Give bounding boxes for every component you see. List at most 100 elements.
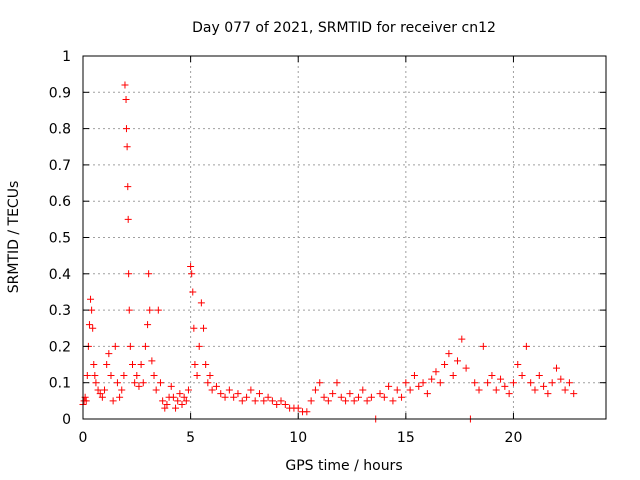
- y-tick-labels: 0 0.1 0.2 0.3 0.4 0.5 0.6 0.7 0.8 0.9 1: [49, 49, 71, 428]
- data-point: [294, 404, 302, 412]
- data-point: [206, 371, 214, 379]
- data-point: [89, 324, 97, 332]
- data-point: [113, 379, 121, 387]
- data-point: [367, 393, 375, 401]
- data-point: [247, 386, 255, 394]
- data-point: [324, 397, 332, 405]
- data-point: [316, 379, 324, 387]
- data-point: [410, 371, 418, 379]
- data-point: [359, 386, 367, 394]
- data-point: [96, 390, 104, 398]
- data-point: [428, 375, 436, 383]
- data-point: [148, 357, 156, 365]
- data-point: [273, 400, 281, 408]
- data-point: [180, 393, 188, 401]
- data-point: [135, 382, 143, 390]
- data-point: [88, 306, 96, 314]
- data-point: [264, 393, 272, 401]
- data-point: [565, 379, 573, 387]
- data-point: [208, 386, 216, 394]
- data-point: [385, 382, 393, 390]
- data-point: [189, 288, 197, 296]
- data-point: [462, 364, 470, 372]
- data-point: [441, 361, 449, 369]
- data-point: [116, 393, 124, 401]
- data-point: [91, 371, 99, 379]
- x-tick-label: 10: [289, 430, 307, 446]
- data-point: [141, 342, 149, 350]
- y-tick-label: 1: [62, 49, 71, 65]
- data-point: [167, 382, 175, 390]
- y-tick-label: 0.3: [49, 303, 71, 319]
- data-point: [419, 379, 427, 387]
- data-point: [200, 324, 208, 332]
- data-point: [152, 386, 160, 394]
- data-point: [225, 386, 233, 394]
- data-point: [531, 386, 539, 394]
- y-tick-label: 0.9: [49, 85, 71, 101]
- data-point: [109, 397, 117, 405]
- data-point: [107, 371, 115, 379]
- data-point: [453, 357, 461, 365]
- data-point: [190, 324, 198, 332]
- data-point: [514, 361, 522, 369]
- data-point: [217, 390, 225, 398]
- data-point: [221, 393, 229, 401]
- data-point: [154, 306, 162, 314]
- data-point: [535, 371, 543, 379]
- data-point: [156, 379, 164, 387]
- data-point: [350, 397, 358, 405]
- data-point: [212, 382, 220, 390]
- data-point: [90, 361, 98, 369]
- data-point: [243, 393, 251, 401]
- data-point: [484, 379, 492, 387]
- data-point: [303, 408, 311, 416]
- x-tick-label: 5: [186, 430, 195, 446]
- data-point: [479, 342, 487, 350]
- data-point: [176, 390, 184, 398]
- data-point: [202, 361, 210, 369]
- data-point: [307, 397, 315, 405]
- data-point: [548, 379, 556, 387]
- chart-title: Day 077 of 2021, SRMTID for receiver cn1…: [192, 20, 496, 36]
- data-point: [354, 393, 362, 401]
- data-point: [363, 397, 371, 405]
- data-point: [501, 382, 509, 390]
- data-point: [98, 393, 106, 401]
- data-point: [133, 371, 141, 379]
- data-point: [126, 342, 134, 350]
- y-tick-label: 0.7: [49, 158, 71, 174]
- data-point: [145, 270, 153, 278]
- data-point: [277, 397, 285, 405]
- data-point: [188, 270, 196, 278]
- y-tick-label: 0.1: [49, 376, 71, 392]
- data-point: [124, 183, 132, 191]
- data-point: [570, 390, 578, 398]
- grid-lines: [83, 56, 606, 419]
- data-point: [393, 386, 401, 394]
- y-tick-label: 0.6: [49, 194, 71, 210]
- data-point: [488, 371, 496, 379]
- data-point: [184, 386, 192, 394]
- y-tick-label: 0.2: [49, 339, 71, 355]
- data-point: [118, 386, 126, 394]
- data-point: [178, 400, 186, 408]
- data-point: [144, 321, 152, 329]
- data-point: [497, 375, 505, 383]
- data-point: [195, 342, 203, 350]
- data-point: [204, 379, 212, 387]
- data-point: [471, 379, 479, 387]
- data-point: [337, 393, 345, 401]
- data-point: [436, 379, 444, 387]
- data-point: [342, 397, 350, 405]
- data-point: [333, 379, 341, 387]
- data-point: [561, 386, 569, 394]
- data-point: [172, 404, 180, 412]
- data-point: [552, 364, 560, 372]
- data-point: [449, 371, 457, 379]
- data-point: [182, 397, 190, 405]
- data-point: [281, 400, 289, 408]
- data-point: [458, 335, 466, 343]
- data-point: [139, 379, 147, 387]
- data-point: [380, 393, 388, 401]
